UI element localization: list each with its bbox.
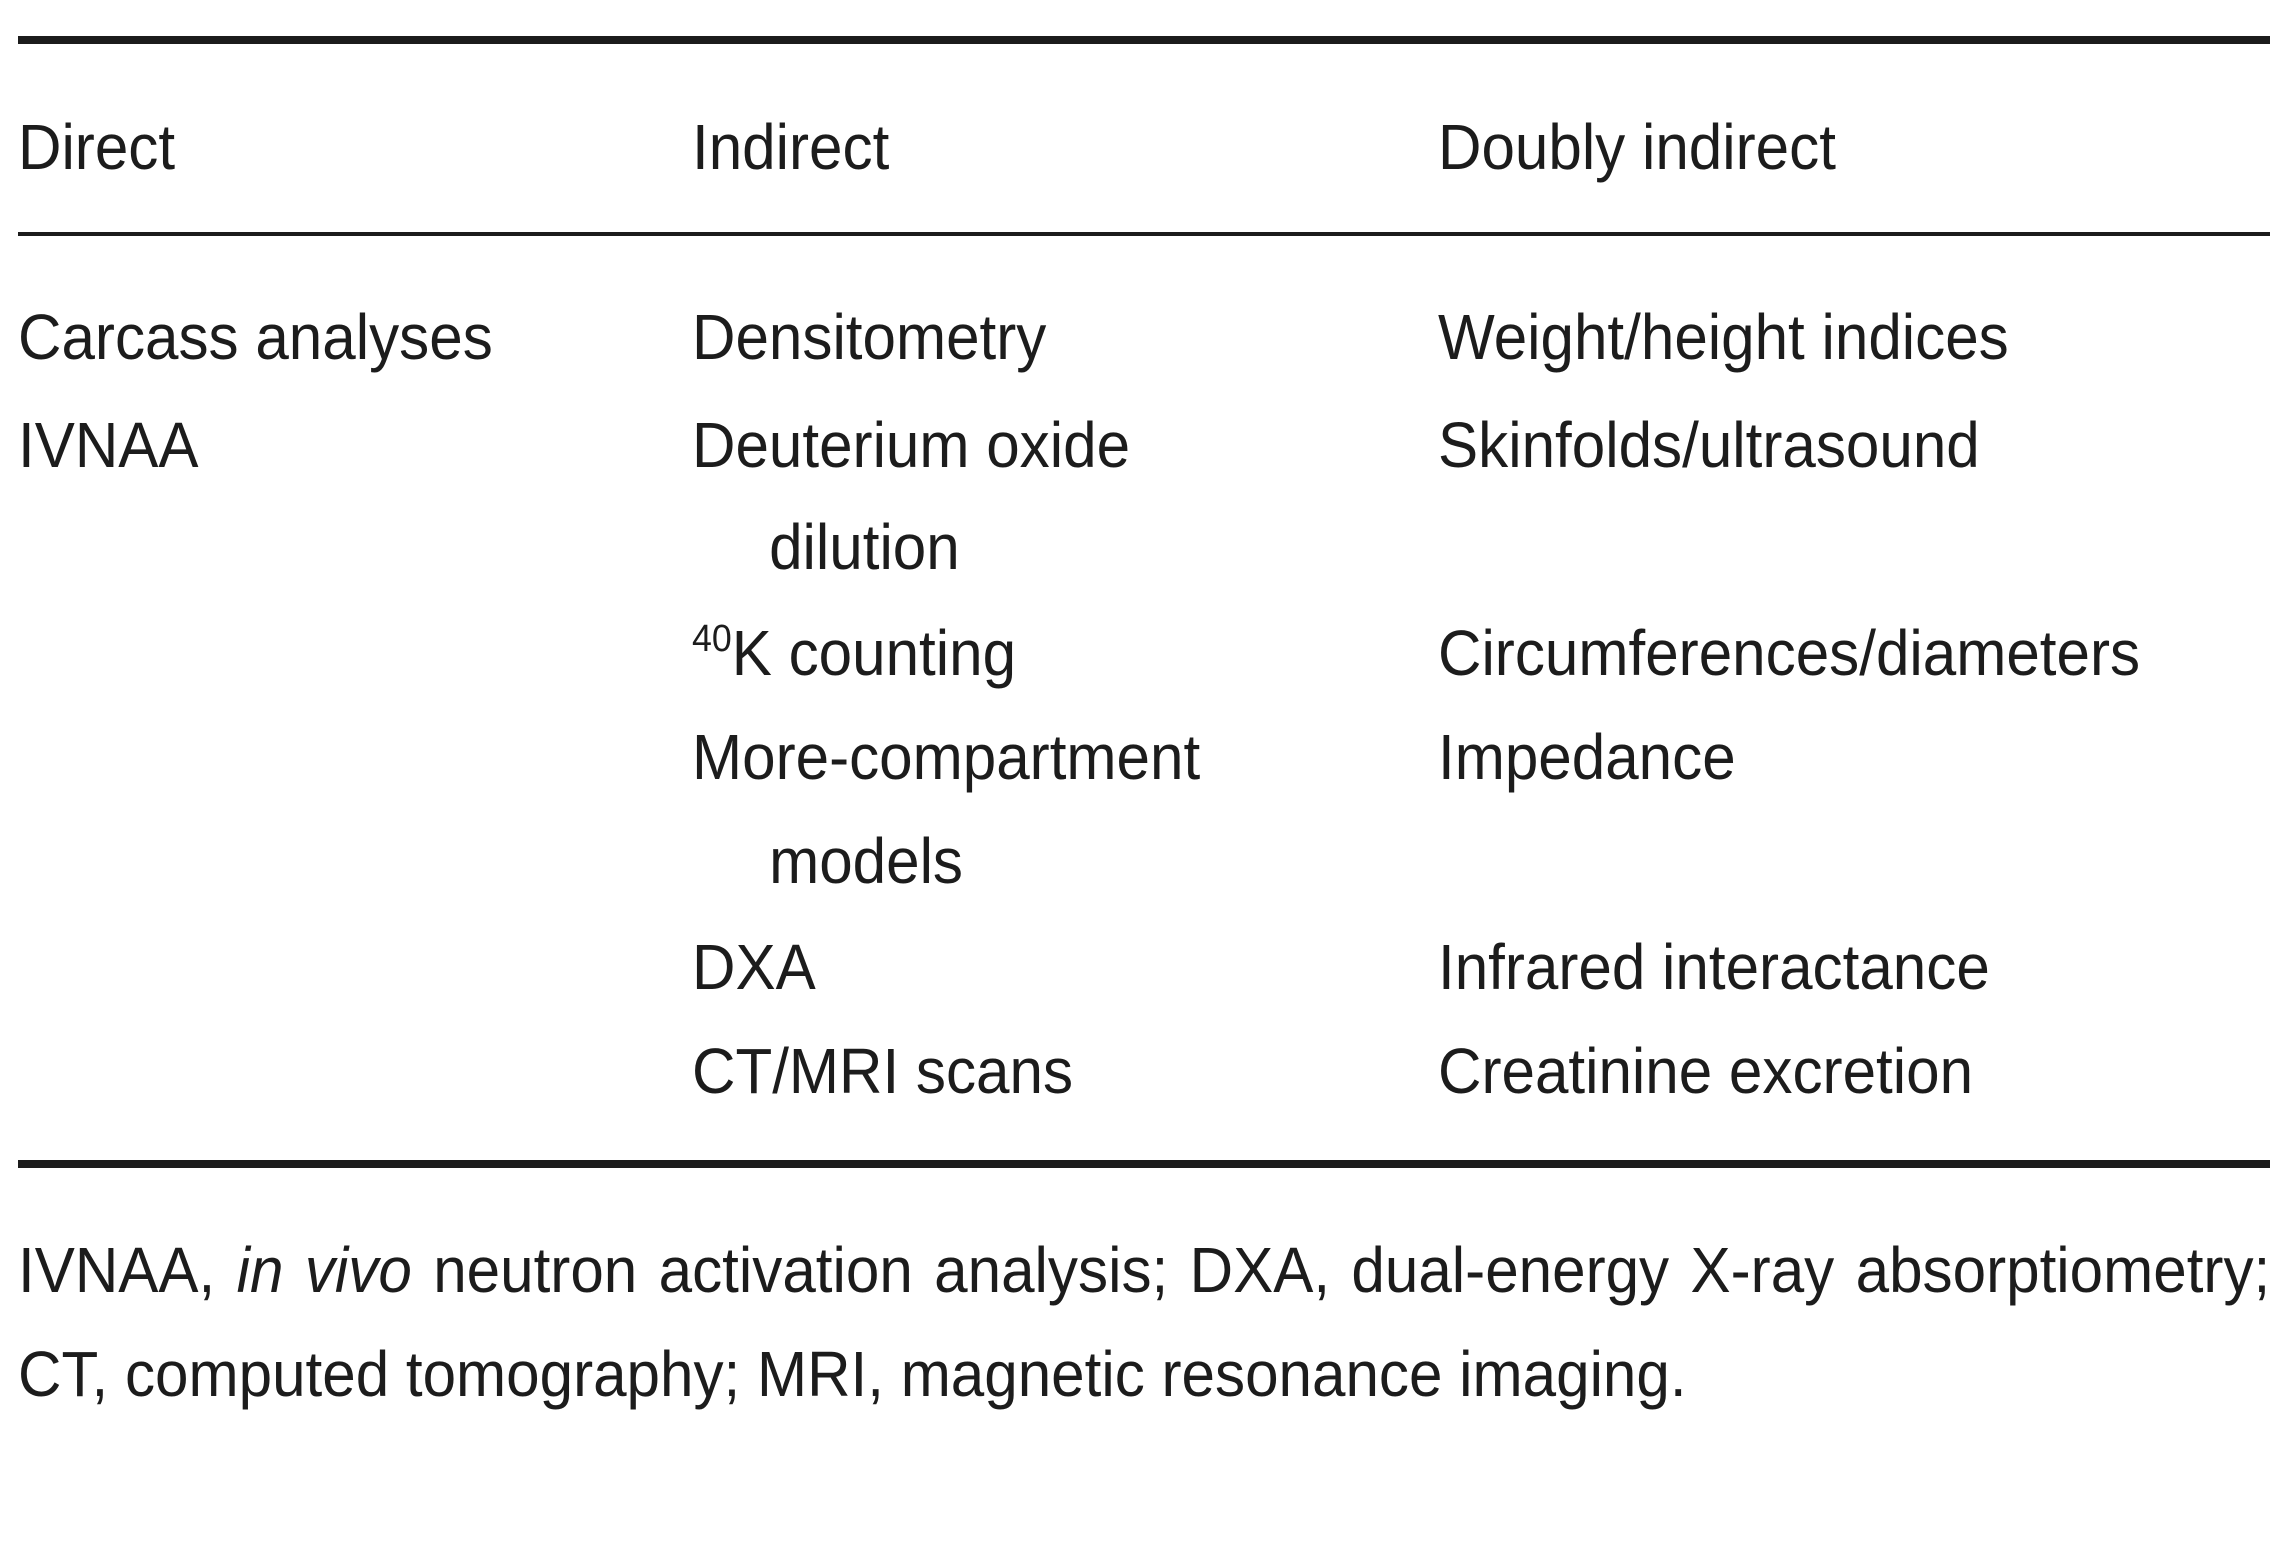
- indirect-item: 40K counting: [692, 616, 1016, 700]
- indirect-item: CT/MRI scans: [692, 1035, 1074, 1107]
- header-rule: [18, 232, 2270, 236]
- doubly-indirect-item: Skinfolds/ultrasound: [1438, 409, 1980, 481]
- bottom-rule: [18, 1160, 2270, 1168]
- top-rule: [18, 36, 2270, 44]
- doubly-indirect-item: Impedance: [1438, 721, 1736, 793]
- header-indirect: Indirect: [692, 111, 890, 183]
- doubly-indirect-item: Circumferences/diameters: [1438, 617, 2141, 689]
- direct-item: IVNAA: [18, 409, 199, 481]
- footnote-prefix: IVNAA,: [18, 1234, 237, 1306]
- doubly-indirect-item: Infrared interactance: [1438, 931, 1990, 1003]
- indirect-item: Deuterium oxide: [692, 409, 1131, 481]
- indirect-item: DXA: [692, 931, 816, 1003]
- table-footnote: IVNAA, in vivo neutron activation analys…: [18, 1218, 2270, 1426]
- footnote-text: neutron activation analysis; DXA, dual-e…: [18, 1234, 2271, 1410]
- footnote-italic: in vivo: [236, 1234, 412, 1306]
- doubly-indirect-item: Creatinine excretion: [1438, 1035, 1974, 1107]
- direct-item: Carcass analyses: [18, 301, 493, 373]
- isotope-superscript: 40: [692, 618, 732, 660]
- indirect-item: Densitometry: [692, 301, 1047, 373]
- header-doubly-indirect: Doubly indirect: [1438, 111, 1836, 183]
- indirect-item-text: K counting: [731, 617, 1017, 689]
- indirect-item: More-compartment: [692, 721, 1201, 793]
- indirect-item-continuation: dilution: [769, 511, 960, 583]
- doubly-indirect-item: Weight/height indices: [1438, 301, 2009, 373]
- header-direct: Direct: [18, 111, 176, 183]
- indirect-item-continuation: models: [769, 825, 964, 897]
